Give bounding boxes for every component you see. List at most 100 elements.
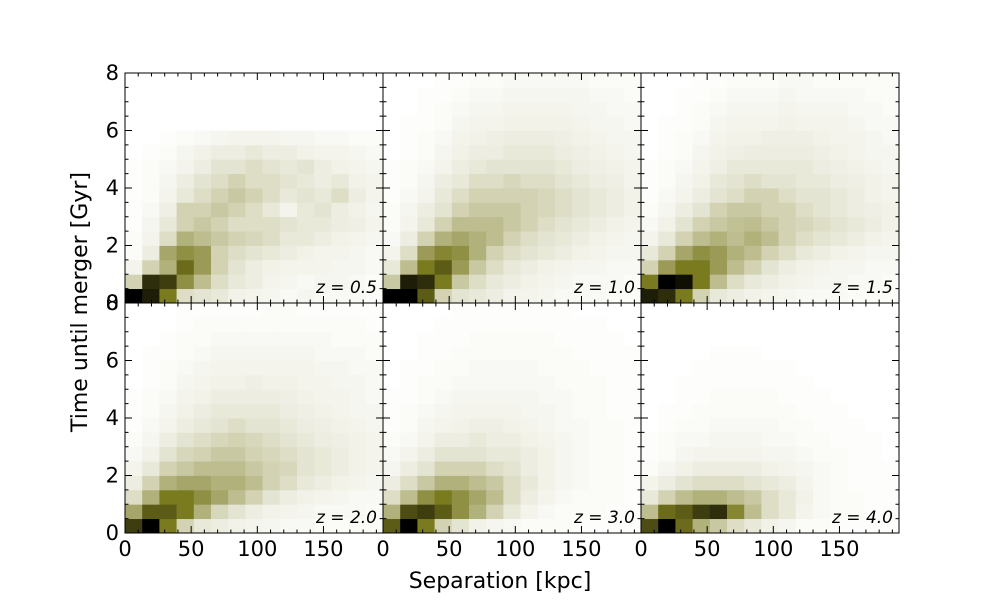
heatmap-cell xyxy=(434,317,453,333)
heatmap-cell xyxy=(262,231,281,246)
heatmap-cell xyxy=(383,518,401,533)
heatmap-cell xyxy=(365,446,383,462)
heatmap-cell xyxy=(572,259,590,275)
heatmap-cell xyxy=(709,216,728,232)
heatmap-cell xyxy=(125,461,143,476)
heatmap-cell xyxy=(830,489,848,505)
heatmap-cell xyxy=(623,245,641,261)
heatmap-cell xyxy=(537,130,556,146)
heatmap-cell xyxy=(606,518,625,533)
heatmap-cell xyxy=(193,173,212,189)
heatmap-cell xyxy=(830,518,848,533)
heatmap-cell xyxy=(692,188,711,203)
heatmap-cell xyxy=(555,116,573,131)
heatmap-cell xyxy=(348,475,367,491)
heatmap-cell xyxy=(761,259,779,275)
heatmap-cell xyxy=(761,446,779,462)
heatmap-cell xyxy=(331,245,349,261)
heatmap-cell xyxy=(830,144,848,160)
heatmap-cell xyxy=(692,202,711,218)
heatmap-cell xyxy=(383,259,401,275)
heatmap-cell xyxy=(125,403,143,419)
heatmap-cell xyxy=(641,288,659,303)
heatmap-cell xyxy=(417,489,435,505)
heatmap-cell xyxy=(744,87,762,103)
heatmap-cell xyxy=(451,216,470,232)
heatmap-cell xyxy=(555,461,573,476)
y-tick-label: 4 xyxy=(106,406,119,430)
heatmap-cell xyxy=(228,403,246,419)
heatmap-cell xyxy=(451,245,470,261)
heatmap-cell xyxy=(641,432,659,448)
heatmap-cell xyxy=(606,216,625,232)
heatmap-cell xyxy=(451,259,470,275)
panel-6: z = 4.0 0 50 100 150 xyxy=(634,302,900,561)
heatmap-cell xyxy=(589,245,607,261)
heatmap-cell xyxy=(813,216,831,232)
heatmap-cell xyxy=(572,461,590,476)
panel-3: z = 1.5 xyxy=(640,72,900,304)
x-tick-label: 100 xyxy=(753,537,793,561)
heatmap-cell xyxy=(297,144,315,160)
heatmap-cell xyxy=(211,202,229,218)
heatmap-cell xyxy=(451,231,470,246)
heatmap-cell xyxy=(778,231,797,246)
heatmap-cell xyxy=(830,73,848,88)
heatmap-cell xyxy=(813,403,831,419)
heatmap-cell xyxy=(125,188,143,203)
heatmap-cell xyxy=(211,159,229,175)
heatmap-cell xyxy=(176,144,195,160)
heatmap-cell xyxy=(761,216,779,232)
heatmap-cell xyxy=(348,374,367,390)
heatmap-cell xyxy=(469,87,487,103)
heatmap-cell xyxy=(795,274,814,290)
heatmap-cell xyxy=(348,202,367,218)
heatmap-cell xyxy=(658,202,676,218)
heatmap-cell xyxy=(228,216,246,232)
heatmap-cell xyxy=(813,259,831,275)
heatmap-cell xyxy=(778,418,797,433)
heatmap-cell xyxy=(537,87,556,103)
heatmap-cell xyxy=(692,403,711,419)
heatmap-cell xyxy=(709,116,728,131)
heatmap-cell xyxy=(383,274,401,290)
heatmap-cell xyxy=(434,389,453,405)
heatmap-cell xyxy=(606,346,625,361)
heatmap-cell xyxy=(279,259,298,275)
heatmap-cell xyxy=(211,504,229,520)
heatmap-cell xyxy=(778,216,797,232)
heatmap-cell xyxy=(331,360,349,376)
heatmap-cell xyxy=(778,101,797,117)
heatmap-cell xyxy=(572,188,590,203)
heatmap-cell xyxy=(864,461,883,476)
heatmap-cell xyxy=(744,446,762,462)
heatmap-cell xyxy=(572,73,590,88)
heatmap-cell xyxy=(692,259,711,275)
heatmap-cell xyxy=(572,288,590,303)
heatmap-cell xyxy=(589,518,607,533)
heatmap-cell xyxy=(486,245,504,261)
heatmap-cell xyxy=(675,418,693,433)
heatmap-cell xyxy=(795,374,814,390)
heatmap-cell xyxy=(125,446,143,462)
heatmap-cell xyxy=(314,188,332,203)
heatmap-cell xyxy=(830,403,848,419)
heatmap-cell xyxy=(795,231,814,246)
heatmap-cell xyxy=(658,116,676,131)
heatmap-cell xyxy=(864,446,883,462)
heatmap-cell xyxy=(709,432,728,448)
heatmap-cell xyxy=(297,360,315,376)
heatmap-cell xyxy=(451,202,470,218)
heatmap-cell xyxy=(297,374,315,390)
heatmap-cell xyxy=(675,389,693,405)
heatmap-cell xyxy=(744,288,762,303)
heatmap-cell xyxy=(537,418,556,433)
heatmap-cell xyxy=(813,432,831,448)
heatmap-cell xyxy=(434,144,453,160)
heatmap-cell xyxy=(434,202,453,218)
heatmap-cell xyxy=(176,245,195,261)
heatmap-cell xyxy=(297,231,315,246)
heatmap-cell xyxy=(727,101,745,117)
heatmap-cell xyxy=(830,418,848,433)
heatmap-cell xyxy=(830,432,848,448)
